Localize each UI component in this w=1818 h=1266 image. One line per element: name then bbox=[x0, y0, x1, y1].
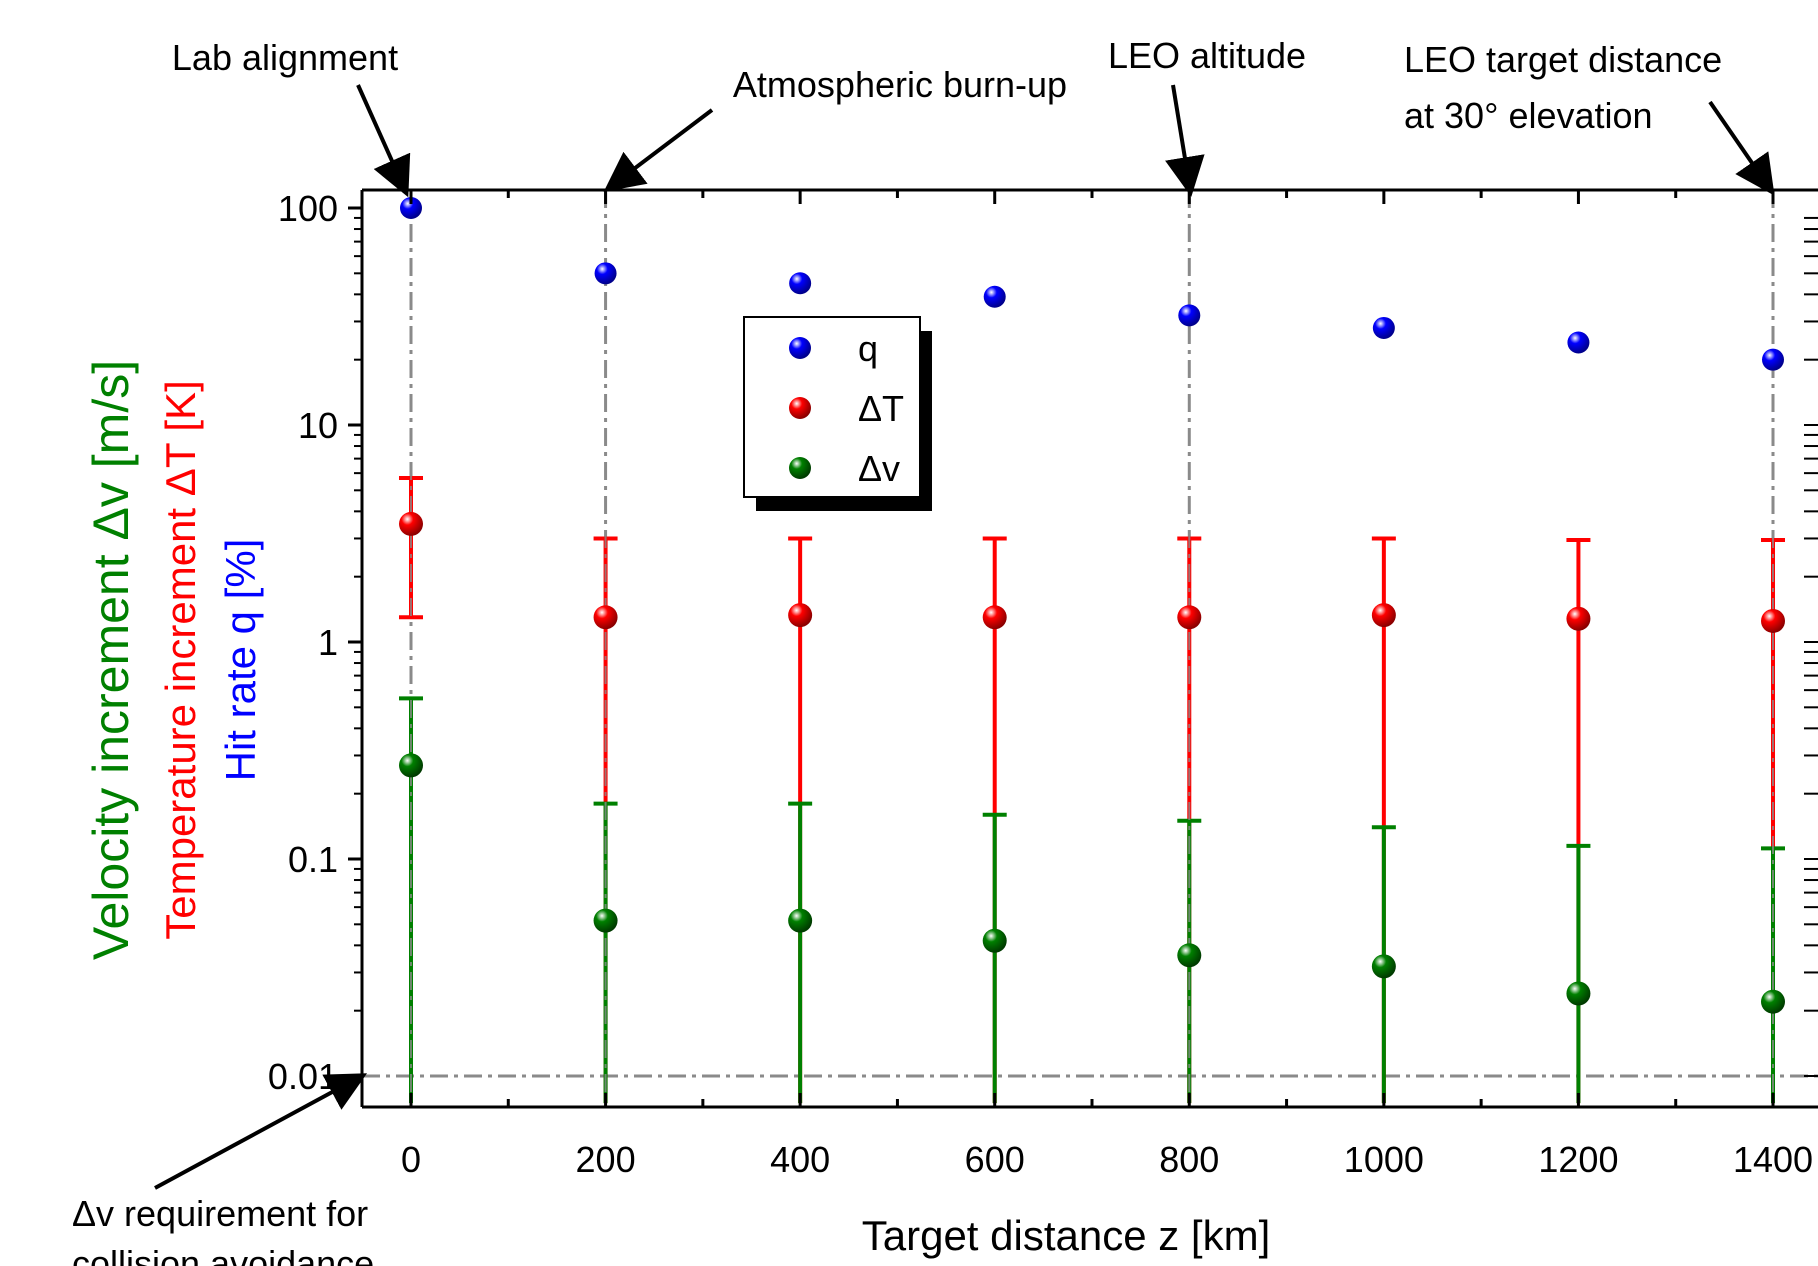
legend-box bbox=[743, 316, 921, 498]
data-point-q bbox=[1567, 331, 1590, 354]
data-point-delta-v bbox=[788, 908, 813, 933]
x-tick-label: 0 bbox=[401, 1139, 421, 1180]
data-point-delta-v bbox=[1566, 981, 1591, 1006]
legend-label: Δv bbox=[858, 448, 900, 489]
annotation-leo-target-line-1: LEO target distance bbox=[1404, 39, 1722, 80]
x-axis-title: Target distance z [km] bbox=[862, 1212, 1271, 1259]
x-tick-label: 1000 bbox=[1344, 1139, 1424, 1180]
annotation-arrow bbox=[1708, 100, 1775, 196]
data-point-delta-v bbox=[593, 908, 618, 933]
y-tick-label: 100 bbox=[278, 188, 338, 229]
data-point-delta-v bbox=[982, 928, 1007, 953]
annotation-atmospheric-burn-up: Atmospheric burn-up bbox=[733, 64, 1067, 105]
data-point-q bbox=[594, 262, 617, 285]
legend-label: ΔT bbox=[858, 388, 904, 429]
y-tick-label: 10 bbox=[298, 405, 338, 446]
annotation-dv-requirement-line-2: collision avoidance bbox=[72, 1243, 374, 1266]
annotation-lab-alignment: Lab alignment bbox=[172, 37, 398, 78]
y-axis-title-3: Hit rate q [%] bbox=[217, 539, 264, 782]
data-point-delta-v bbox=[399, 753, 423, 778]
data-point-q bbox=[400, 197, 422, 219]
y-axis-title-1: Velocity increment Δv [m/s] bbox=[83, 360, 139, 960]
y-tick-label: 0.1 bbox=[288, 839, 338, 880]
x-tick-label: 800 bbox=[1159, 1139, 1219, 1180]
annotation-leo-altitude: LEO altitude bbox=[1108, 35, 1306, 76]
data-point-delta-t bbox=[1761, 608, 1785, 633]
y-tick-label: 0.01 bbox=[268, 1056, 338, 1097]
annotation-arrow bbox=[1165, 84, 1205, 197]
annotation-arrow bbox=[603, 108, 714, 192]
data-point-delta-v bbox=[1177, 943, 1202, 968]
data-point-q bbox=[1372, 316, 1395, 339]
annotation-arrow bbox=[356, 84, 411, 198]
annotation-leo-target-line-2: at 30° elevation bbox=[1404, 95, 1653, 136]
data-point-delta-t bbox=[593, 605, 618, 630]
data-point-delta-t bbox=[1566, 606, 1591, 631]
data-point-delta-v bbox=[1761, 989, 1785, 1014]
y-axis-title-2: Temperature increment ΔT [K] bbox=[157, 380, 204, 940]
legend-label: q bbox=[858, 328, 878, 369]
x-tick-label: 400 bbox=[770, 1139, 830, 1180]
data-point-delta-t bbox=[399, 511, 423, 536]
data-point-q bbox=[1762, 348, 1784, 371]
annotation-arrow bbox=[154, 1073, 368, 1190]
legend-marker bbox=[789, 337, 811, 359]
y-tick-label: 1 bbox=[318, 622, 338, 663]
x-tick-label: 200 bbox=[576, 1139, 636, 1180]
data-point-delta-t bbox=[788, 603, 813, 628]
annotation-dv-requirement-line-1: Δv requirement for bbox=[72, 1193, 368, 1234]
data-point-delta-v bbox=[1371, 954, 1396, 979]
x-tick-label: 1400 bbox=[1733, 1139, 1813, 1180]
data-point-delta-t bbox=[982, 605, 1007, 630]
data-point-q bbox=[1178, 304, 1201, 327]
data-point-delta-t bbox=[1177, 605, 1202, 630]
legend-marker bbox=[789, 457, 811, 479]
data-point-q bbox=[983, 285, 1006, 308]
x-tick-label: 1200 bbox=[1538, 1139, 1618, 1180]
x-tick-label: 600 bbox=[965, 1139, 1025, 1180]
legend-marker bbox=[789, 397, 811, 419]
data-point-q bbox=[789, 272, 812, 295]
data-point-delta-t bbox=[1371, 603, 1396, 628]
